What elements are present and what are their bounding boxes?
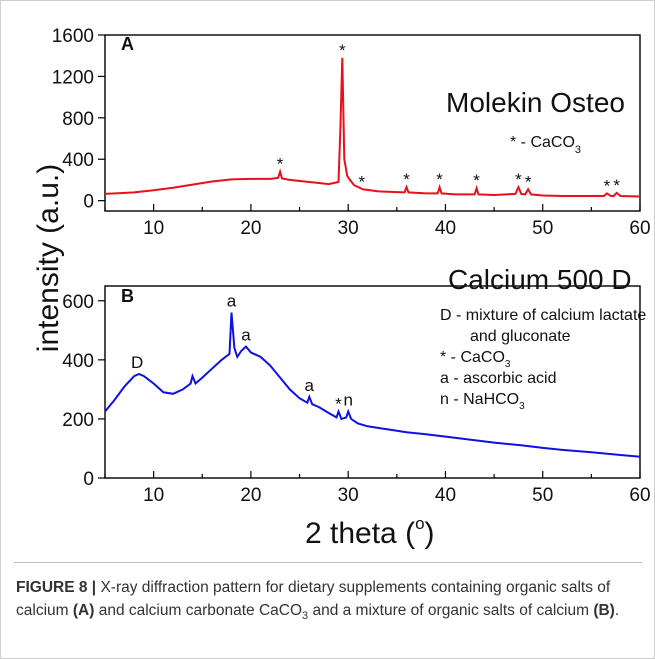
panel-b-xtick-label: 60 [629,485,650,506]
caption-label: FIGURE 8 | [16,579,97,596]
y-axis-title: intensity (a.u.) [32,164,65,352]
panel-a-peak-annotation: * [604,176,611,195]
panel-a-sample-title: Molekin Osteo [446,87,625,118]
panel-b-sample-title: Calcium 500 D [448,264,632,295]
panel-b-peak-annotation: a [227,292,237,311]
panel-a-peak-annotation: * [277,155,284,174]
panel-b-xtick-label: 10 [143,485,164,506]
panel-a-peak-annotation: * [473,171,480,190]
panel-a-legend: * - CaCO3 [510,134,581,156]
panel-a-peak-annotation: * [515,170,522,189]
panel-a-plot-frame [104,34,641,212]
panel-a-xtick-label: 50 [532,218,553,239]
panel-b-plot-frame [104,285,641,479]
panel-a-ticks: 10 20 30 40 50 60 0 400 800 1200 1600 [52,26,651,239]
panel-a-xtick-label: 60 [629,218,650,239]
panel-a-series-line [104,57,641,198]
panel-a-peak-annotation: * [339,41,346,60]
panel-b-series-line [104,312,641,458]
figure-caption: FIGURE 8 | X-ray diffraction pattern for… [16,576,641,628]
panel-b-ytick-label: 400 [62,351,94,372]
caption-text-4: . [614,602,620,619]
panel-b-xtick-label: 40 [435,485,456,506]
caption-divider [14,562,642,563]
panel-b-peak-annotation: a [241,326,251,345]
caption-text-1: X-ray diffraction pattern for dietary su… [16,579,611,619]
panel-b-peak-annotation: D [131,353,143,372]
panel-a-xtick-label: 10 [143,218,164,239]
panel-b-ytick-label: 600 [62,292,94,313]
caption-subscript: 3 [302,610,309,623]
panel-b-peak-annotation: a [305,376,315,395]
panel-a-peak-annotation: * [403,170,410,189]
panel-a-xtick-label: 30 [338,218,359,239]
panel-a-letter: A [121,34,134,54]
panel-b-ytick-label: 0 [83,469,94,490]
panel-b-xtick-label: 30 [338,485,359,506]
caption-panel-b-ref: (B) [593,602,615,619]
panel-a-ytick-label: 1200 [52,67,94,88]
panel-b-peak-annotation: n [343,391,352,410]
panel-b-peak-annotation: * [335,395,342,414]
panel-a-peak-annotation: * [613,176,620,195]
panel-b-ytick-label: 200 [62,410,94,431]
caption-text-3: and a mixture of organic salts of calciu… [308,602,594,619]
x-axis-title: 2 theta (o) [305,514,435,550]
panel-b-legend-entry: n - NaHCO3 [440,391,525,412]
panel-a-peak-annotation: * [525,172,532,191]
caption-text-2: and calcium carbonate CaCO [94,602,303,619]
panel-a-xtick-label: 20 [240,218,261,239]
panel-b-legend-entry: * - CaCO3 [440,349,511,370]
panel-b-letter: B [121,286,134,306]
panel-a-ytick-label: 800 [62,109,94,130]
panel-b-xtick-label: 20 [240,485,261,506]
panel-b-legend-entry: D - mixture of calcium lactate [440,307,646,324]
panel-b-legend-entry: a - ascorbic acid [440,370,557,387]
panel-b-legend: D - mixture of calcium lactate and glucon… [440,307,646,412]
panel-a-ytick-label: 400 [62,150,94,171]
panel-a-peak-annotation: * [436,170,443,189]
panel-a-ytick-label: 1600 [52,26,94,47]
panel-a-annotations: *** * * * * * * * [277,41,621,196]
panel-b-xtick-label: 50 [532,485,553,506]
panel-a-xtick-label: 40 [435,218,456,239]
caption-panel-a-ref: (A) [72,602,95,619]
panel-a-ytick-label: 0 [83,192,94,213]
panel-a-peak-annotation: * [358,172,365,191]
panel-b-legend-entry: and gluconate [470,328,571,345]
